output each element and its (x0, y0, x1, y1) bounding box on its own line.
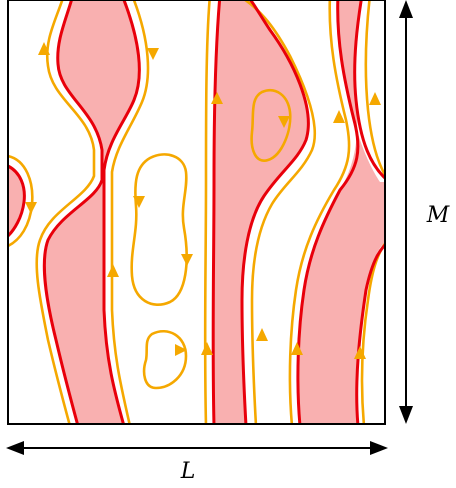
boundaries (8, 0, 385, 424)
contour-1-right (110, 0, 150, 424)
arrow-up-icon (369, 92, 381, 105)
filled-regions (8, 0, 385, 424)
domain-frame (7, 0, 386, 425)
region-left-edge (8, 166, 25, 236)
arrow-up-icon (201, 342, 213, 355)
contour-1-left (35, 0, 96, 424)
boundary-column-2-left (211, 0, 222, 424)
contour-2-right (243, 0, 316, 424)
width-dimension: L (6, 441, 388, 484)
arrow-down-icon (25, 202, 37, 214)
boundary-column-1-right (102, 0, 141, 424)
arrow-down-icon (181, 254, 193, 266)
boundary-column-3-left (296, 0, 360, 424)
boundary-column-3-right (353, 0, 385, 181)
width-label: L (180, 459, 196, 484)
arrow-down-icon (399, 406, 413, 424)
height-dimension: M (399, 0, 450, 424)
height-label: M (426, 203, 450, 228)
arrow-up-icon (38, 42, 50, 55)
contour-3-left (288, 0, 351, 424)
arrow-up-icon (107, 264, 119, 277)
arrow-up-icon (354, 346, 366, 359)
boundary-left-edge (8, 164, 26, 238)
arrow-down-icon (147, 48, 159, 60)
arrow-up-icon (256, 328, 268, 341)
arrow-down-icon (278, 116, 290, 128)
region-column-3 (297, 0, 385, 424)
boundary-column-3-right-lower (355, 243, 385, 424)
contour-3-right (364, 0, 385, 178)
arrow-up-icon (333, 110, 345, 123)
arrow-up-icon (211, 92, 223, 104)
arrow-right-icon (370, 441, 388, 455)
arrow-left-icon (6, 441, 24, 455)
flow-arrows (25, 42, 381, 359)
arrow-up-icon (399, 0, 413, 18)
arrow-down-icon (133, 196, 145, 208)
loop-2 (142, 329, 188, 390)
arrow-right-icon (175, 344, 187, 356)
boundary-column-1-left (42, 0, 104, 424)
boundary-column-2-right (240, 0, 310, 424)
arrow-up-icon (291, 342, 303, 355)
loop-1 (130, 153, 188, 307)
contour-2-left (203, 0, 211, 424)
region-column-1 (44, 0, 140, 424)
loop-3 (250, 89, 292, 162)
region-column-2 (213, 0, 309, 424)
